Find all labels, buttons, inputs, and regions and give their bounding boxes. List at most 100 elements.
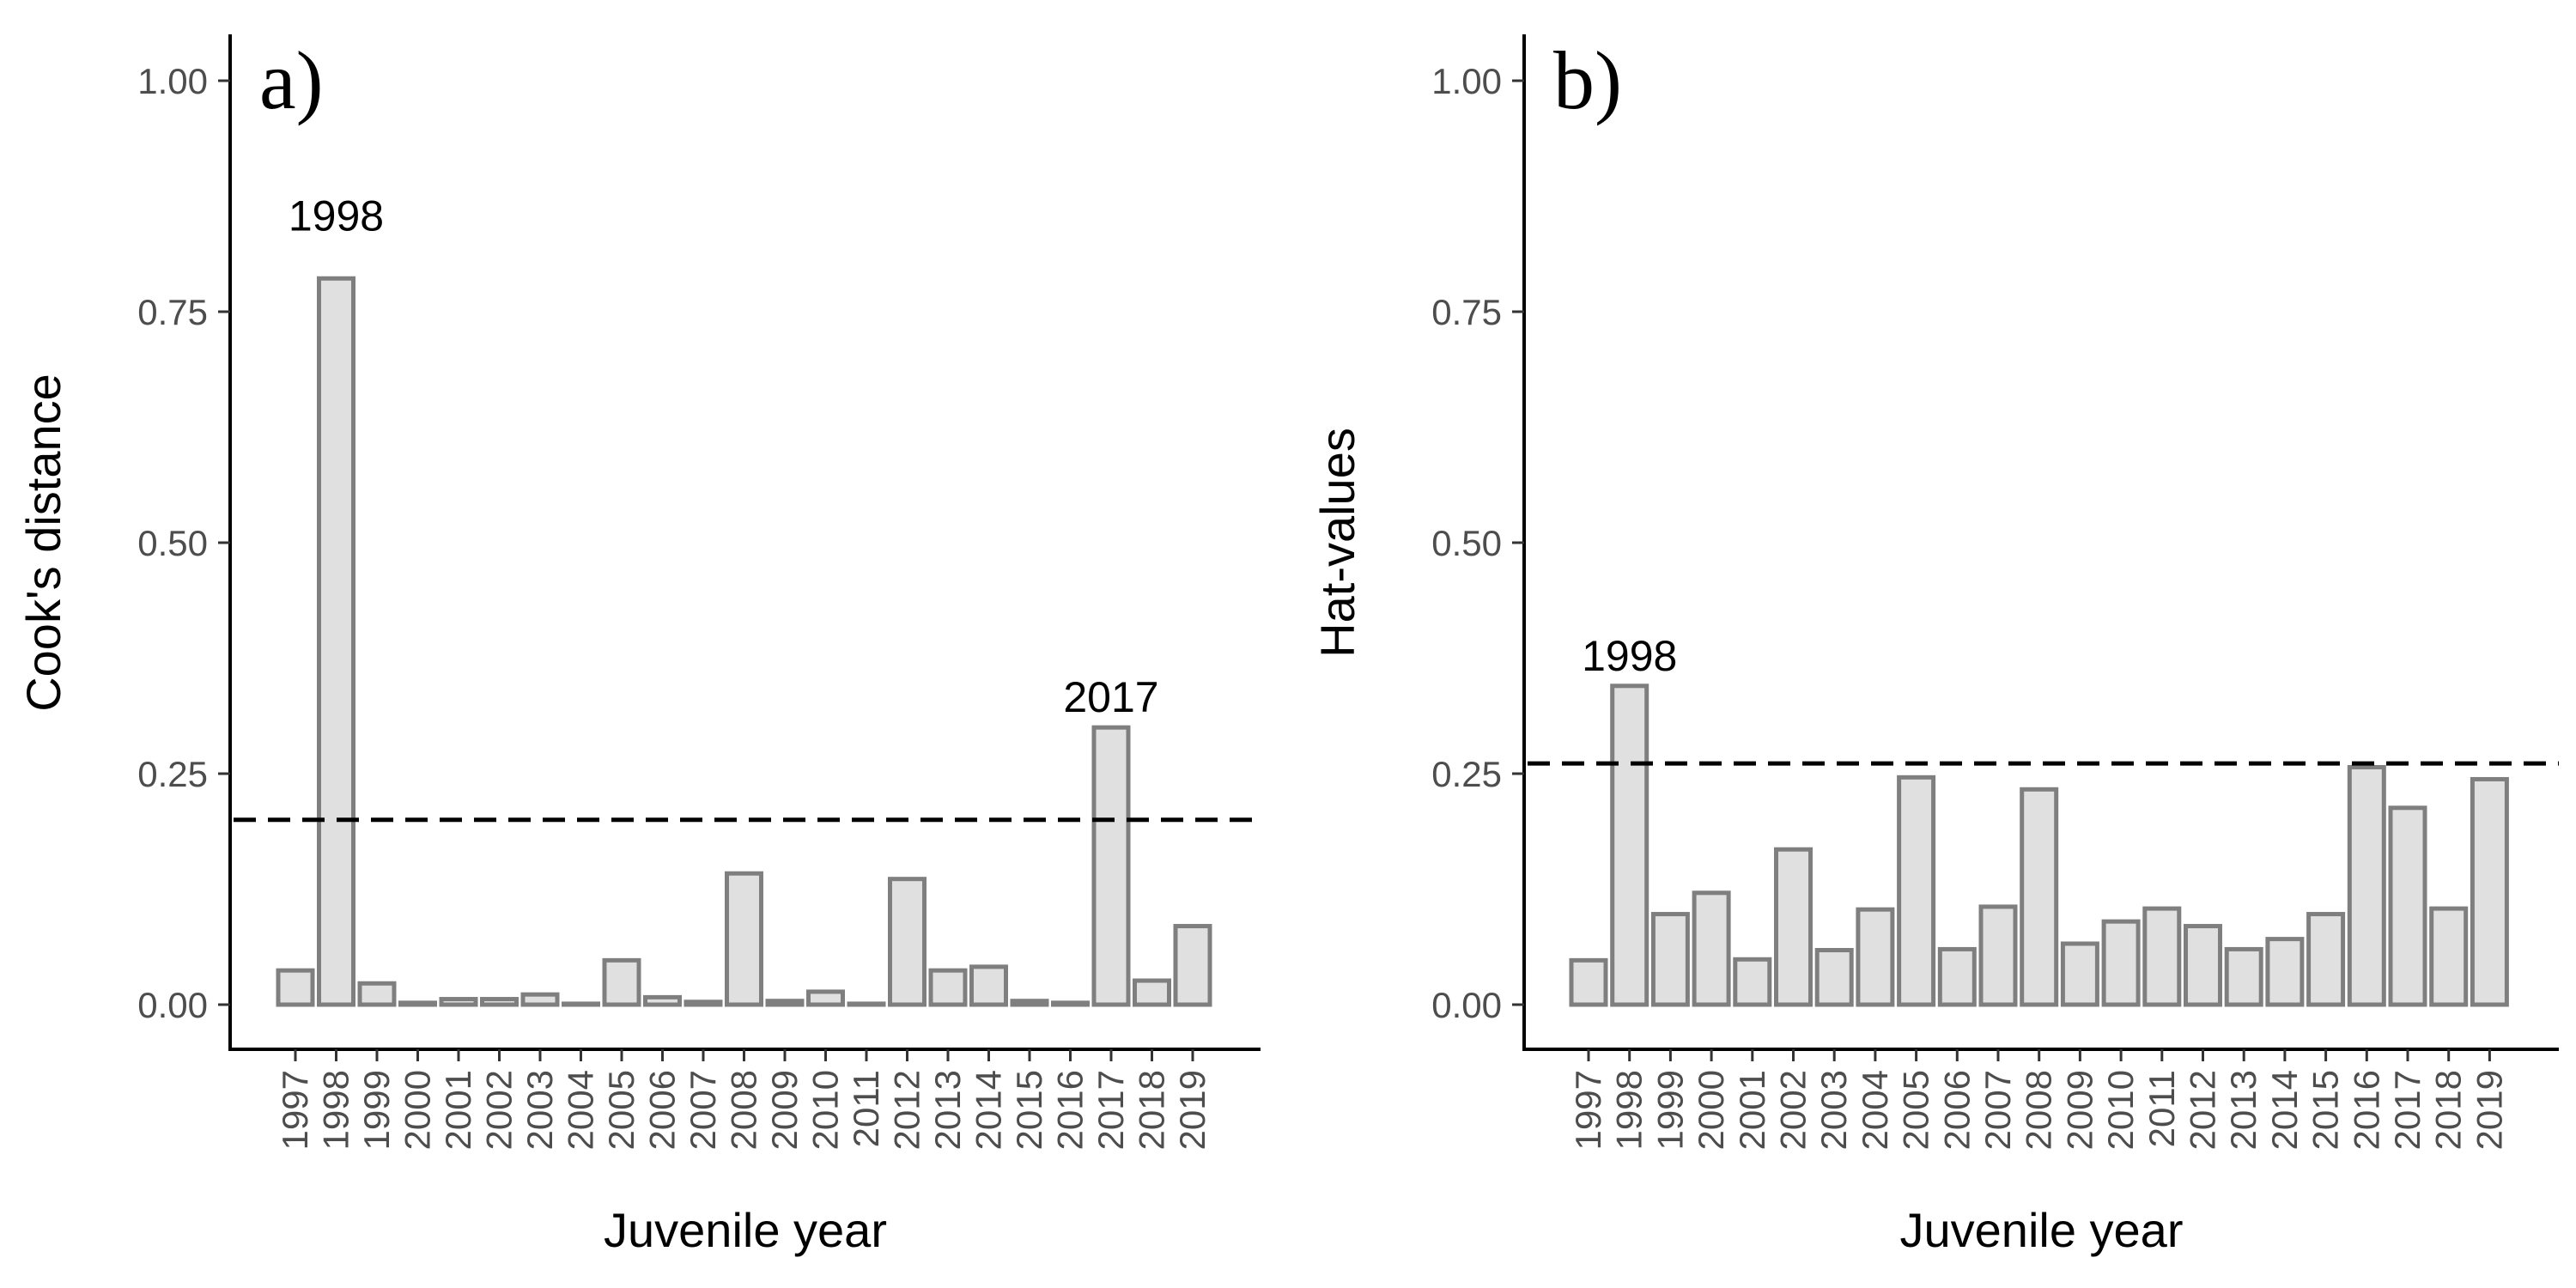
bar-1998 [1610,683,1649,1007]
bar-2003 [1814,948,1854,1007]
y-axis-title: Cook's distance [16,374,70,712]
x-tick-label: 2019 [2469,1070,2509,1150]
annotation-1998: 1998 [289,191,384,240]
x-tick-label: 2017 [2387,1070,2427,1150]
bar-2014 [2265,937,2305,1007]
panel-label: b) [1553,34,1622,126]
bar-2007 [1978,904,2018,1007]
bar-2007 [683,999,723,1007]
y-tick-label: 0.75 [1431,292,1502,332]
x-tick-label: 2012 [2183,1070,2223,1150]
bar-1998 [317,276,355,1007]
bar-2019 [1173,924,1212,1007]
bar-2015 [2306,912,2346,1007]
y-tick-label: 1.00 [137,61,208,101]
x-tick-label: 2006 [642,1070,683,1150]
bar-2012 [888,877,927,1007]
panel-label: a) [259,34,324,126]
x-tick-label: 2018 [2428,1070,2469,1150]
x-tick-label: 2001 [438,1070,478,1150]
x-tick-label: 2011 [846,1070,886,1147]
x-tick-label: 2002 [1773,1070,1814,1150]
bar-2004 [1856,907,1895,1007]
bar-2009 [765,999,805,1007]
bar-2011 [847,1001,886,1007]
bar-2003 [520,992,560,1007]
bar-2009 [2060,941,2099,1007]
bar-1999 [357,981,397,1007]
bar-1997 [276,968,315,1007]
x-tick-label: 2014 [2264,1070,2305,1150]
x-tick-label: 1997 [275,1070,315,1150]
x-tick-label: 2012 [887,1070,927,1150]
x-tick-label: 2001 [1732,1070,1772,1150]
bar-2012 [2184,924,2222,1007]
x-tick-label: 2018 [1132,1070,1172,1150]
x-tick-label: 2006 [1936,1070,1977,1150]
x-tick-label: 1998 [1609,1070,1649,1150]
x-tick-label: 2007 [1978,1070,2018,1150]
bar-2018 [1133,978,1171,1007]
x-tick-label: 2010 [805,1070,846,1150]
bar-1999 [1650,912,1690,1007]
x-tick-label: 2003 [519,1070,560,1150]
x-tick-label: 2000 [398,1070,438,1150]
x-tick-label: 2011 [2142,1070,2182,1147]
x-tick-label: 2002 [479,1070,519,1150]
bar-2011 [2142,906,2182,1007]
bar-2000 [398,1000,437,1007]
x-tick-label: 2013 [927,1070,968,1150]
y-tick-label: 0.25 [137,754,208,794]
x-tick-label: 2019 [1172,1070,1212,1150]
bar-1997 [1569,957,1608,1007]
x-tick-label: 1999 [1649,1070,1690,1150]
bar-2006 [1937,946,1977,1007]
bar-2005 [602,957,641,1007]
x-tick-label: 2009 [2059,1070,2099,1150]
bar-2006 [643,994,682,1007]
y-tick-label: 0.50 [137,523,208,563]
bar-2008 [2020,787,2059,1007]
x-tick-label: 1997 [1568,1070,1608,1150]
x-tick-label: 2009 [764,1070,805,1150]
bar-2000 [1692,890,1731,1007]
bar-2001 [1733,957,1772,1007]
y-axis-title: Hat-values [1310,428,1364,658]
x-tick-label: 2017 [1091,1070,1131,1150]
x-tick-label: 1999 [356,1070,397,1150]
y-tick-label: 0.00 [1431,985,1502,1025]
x-tick-label: 2014 [969,1070,1009,1150]
y-tick-label: 1.00 [1431,61,1502,101]
x-axis-title: Juvenile year [1900,1203,2184,1257]
x-tick-label: 2013 [2223,1070,2263,1150]
y-tick-label: 0.75 [137,292,208,332]
bar-2013 [928,968,968,1007]
bar-2008 [725,871,763,1007]
annotation-2017: 2017 [1063,673,1158,721]
x-tick-label: 2015 [2306,1070,2346,1150]
x-tick-label: 2007 [683,1070,723,1150]
x-tick-label: 2016 [1050,1070,1091,1150]
y-tick-label: 0.00 [137,985,208,1025]
x-tick-label: 2005 [601,1070,641,1150]
bar-2019 [2470,776,2509,1007]
x-axis-title: Juvenile year [604,1203,887,1257]
bar-2014 [969,964,1008,1007]
x-tick-label: 2008 [724,1070,764,1150]
bar-2016 [1051,1000,1090,1007]
bar-2018 [2429,906,2469,1007]
bar-2010 [806,989,845,1007]
panel-a-cooks-distance: 0.00 0.25 0.50 0.75 1.00 1997 1998 1999 2000 2001… [16,34,1261,1257]
x-tick-label: 2003 [1814,1070,1854,1150]
bar-2016 [2347,764,2386,1007]
x-tick-label: 2005 [1896,1070,1936,1150]
x-tick-label: 2004 [1855,1070,1895,1150]
annotation-1998: 1998 [1582,632,1677,680]
x-tick-label: 2004 [561,1070,601,1150]
x-tick-label: 2010 [2100,1070,2141,1150]
bar-2015 [1010,999,1049,1007]
bar-2005 [1897,775,1936,1007]
bar-2013 [2224,946,2263,1007]
